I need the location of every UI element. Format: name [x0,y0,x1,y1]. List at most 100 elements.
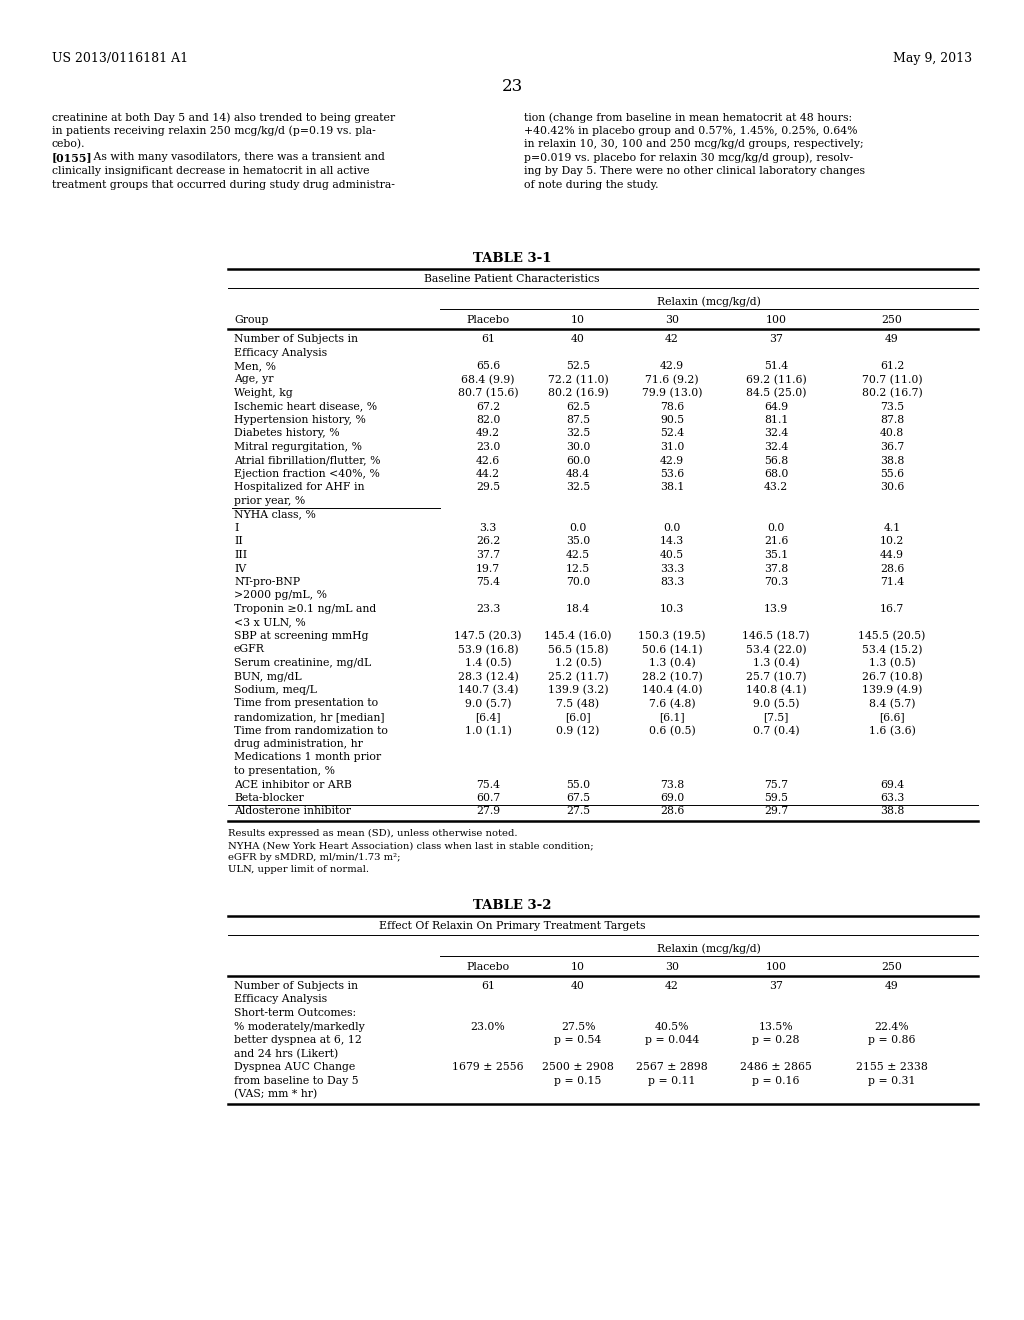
Text: 68.0: 68.0 [764,469,788,479]
Text: Hypertension history, %: Hypertension history, % [234,414,366,425]
Text: 38.1: 38.1 [659,483,684,492]
Text: 63.3: 63.3 [880,793,904,803]
Text: 145.4 (16.0): 145.4 (16.0) [544,631,611,642]
Text: 28.6: 28.6 [659,807,684,817]
Text: 32.4: 32.4 [764,429,788,438]
Text: 140.7 (3.4): 140.7 (3.4) [458,685,518,696]
Text: ing by Day 5. There were no other clinical laboratory changes: ing by Day 5. There were no other clinic… [524,166,865,176]
Text: 1.0 (1.1): 1.0 (1.1) [465,726,511,735]
Text: 40: 40 [571,334,585,345]
Text: [0155]: [0155] [52,153,92,164]
Text: 59.5: 59.5 [764,793,788,803]
Text: >2000 pg/mL, %: >2000 pg/mL, % [234,590,327,601]
Text: 100: 100 [766,315,786,325]
Text: 28.3 (12.4): 28.3 (12.4) [458,672,518,682]
Text: Troponin ≥0.1 ng/mL and: Troponin ≥0.1 ng/mL and [234,605,376,614]
Text: 28.2 (10.7): 28.2 (10.7) [642,672,702,682]
Text: 61.2: 61.2 [880,360,904,371]
Text: NYHA class, %: NYHA class, % [234,510,315,520]
Text: 70.3: 70.3 [764,577,788,587]
Text: 75.4: 75.4 [476,780,500,789]
Text: 145.5 (20.5): 145.5 (20.5) [858,631,926,642]
Text: 60.7: 60.7 [476,793,500,803]
Text: 2500 ± 2908: 2500 ± 2908 [542,1063,614,1072]
Text: As with many vasodilators, there was a transient and: As with many vasodilators, there was a t… [90,153,385,162]
Text: 1.3 (0.4): 1.3 (0.4) [648,657,695,668]
Text: 10: 10 [571,962,585,972]
Text: eGFR: eGFR [234,644,265,655]
Text: p = 0.15: p = 0.15 [554,1076,602,1085]
Text: 48.4: 48.4 [566,469,590,479]
Text: 42: 42 [665,334,679,345]
Text: prior year, %: prior year, % [234,496,305,506]
Text: 18.4: 18.4 [566,605,590,614]
Text: 32.5: 32.5 [566,483,590,492]
Text: 87.5: 87.5 [566,414,590,425]
Text: 53.4 (22.0): 53.4 (22.0) [745,644,806,655]
Text: 10: 10 [571,315,585,325]
Text: 1.6 (3.6): 1.6 (3.6) [868,726,915,735]
Text: eGFR by sMDRD, ml/min/1.73 m²;: eGFR by sMDRD, ml/min/1.73 m²; [228,853,400,862]
Text: Effect Of Relaxin On Primary Treatment Targets: Effect Of Relaxin On Primary Treatment T… [379,921,645,931]
Text: +40.42% in placebo group and 0.57%, 1.45%, 0.25%, 0.64%: +40.42% in placebo group and 0.57%, 1.45… [524,125,857,136]
Text: 71.4: 71.4 [880,577,904,587]
Text: 56.8: 56.8 [764,455,788,466]
Text: 72.2 (11.0): 72.2 (11.0) [548,375,608,385]
Text: 8.4 (5.7): 8.4 (5.7) [868,698,915,709]
Text: Sodium, meq/L: Sodium, meq/L [234,685,316,696]
Text: NYHA (New York Heart Association) class when last in stable condition;: NYHA (New York Heart Association) class … [228,841,594,850]
Text: 53.9 (16.8): 53.9 (16.8) [458,644,518,655]
Text: 44.2: 44.2 [476,469,500,479]
Text: III: III [234,550,247,560]
Text: 250: 250 [882,962,902,972]
Text: 73.8: 73.8 [659,780,684,789]
Text: 82.0: 82.0 [476,414,500,425]
Text: 40.5%: 40.5% [654,1022,689,1031]
Text: 27.5%: 27.5% [561,1022,595,1031]
Text: 42.5: 42.5 [566,550,590,560]
Text: Group: Group [234,315,268,325]
Text: Hospitalized for AHF in: Hospitalized for AHF in [234,483,365,492]
Text: 29.5: 29.5 [476,483,500,492]
Text: 32.4: 32.4 [764,442,788,451]
Text: Medications 1 month prior: Medications 1 month prior [234,752,381,763]
Text: 49.2: 49.2 [476,429,500,438]
Text: 13.5%: 13.5% [759,1022,794,1031]
Text: 9.0 (5.7): 9.0 (5.7) [465,698,511,709]
Text: 26.7 (10.8): 26.7 (10.8) [861,672,923,682]
Text: 40.5: 40.5 [659,550,684,560]
Text: 10.3: 10.3 [659,605,684,614]
Text: 69.4: 69.4 [880,780,904,789]
Text: Atrial fibrillation/flutter, %: Atrial fibrillation/flutter, % [234,455,381,466]
Text: [6.1]: [6.1] [659,711,685,722]
Text: [7.5]: [7.5] [763,711,788,722]
Text: 250: 250 [882,315,902,325]
Text: 49: 49 [885,981,899,991]
Text: 2567 ± 2898: 2567 ± 2898 [636,1063,708,1072]
Text: May 9, 2013: May 9, 2013 [893,51,972,65]
Text: 147.5 (20.3): 147.5 (20.3) [455,631,522,642]
Text: 0.0: 0.0 [767,523,784,533]
Text: p = 0.044: p = 0.044 [645,1035,699,1045]
Text: 30.6: 30.6 [880,483,904,492]
Text: 64.9: 64.9 [764,401,788,412]
Text: 36.7: 36.7 [880,442,904,451]
Text: 29.7: 29.7 [764,807,788,817]
Text: Mitral regurgitation, %: Mitral regurgitation, % [234,442,362,451]
Text: p = 0.16: p = 0.16 [753,1076,800,1085]
Text: of note during the study.: of note during the study. [524,180,658,190]
Text: 140.4 (4.0): 140.4 (4.0) [642,685,702,696]
Text: 69.2 (11.6): 69.2 (11.6) [745,375,806,385]
Text: 90.5: 90.5 [659,414,684,425]
Text: Beta-blocker: Beta-blocker [234,793,304,803]
Text: Relaxin (mcg/kg/d): Relaxin (mcg/kg/d) [657,296,761,306]
Text: treatment groups that occurred during study drug administra-: treatment groups that occurred during st… [52,180,395,190]
Text: 42.9: 42.9 [659,455,684,466]
Text: 1.2 (0.5): 1.2 (0.5) [555,657,601,668]
Text: 61: 61 [481,334,495,345]
Text: p = 0.31: p = 0.31 [868,1076,915,1085]
Text: 23.0%: 23.0% [471,1022,506,1031]
Text: 38.8: 38.8 [880,455,904,466]
Text: Relaxin (mcg/kg/d): Relaxin (mcg/kg/d) [657,942,761,953]
Text: 61: 61 [481,981,495,991]
